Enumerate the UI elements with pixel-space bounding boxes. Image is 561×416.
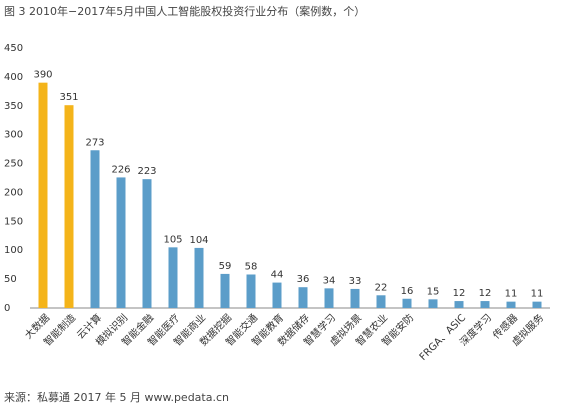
y-tick-label: 150: [4, 216, 23, 227]
y-tick-label: 300: [4, 130, 23, 141]
bar: [142, 179, 152, 308]
y-tick-label: 450: [4, 43, 23, 54]
value-label: 34: [323, 275, 336, 286]
value-label: 390: [33, 70, 52, 81]
bar: [532, 301, 542, 308]
value-label: 36: [297, 274, 310, 285]
bar: [350, 288, 360, 308]
bar: [298, 287, 308, 308]
value-label: 105: [163, 234, 182, 245]
y-tick-label: 350: [4, 101, 23, 112]
bar: [38, 82, 48, 309]
bar: [402, 298, 412, 308]
bar: [376, 295, 386, 308]
value-label: 58: [245, 261, 258, 272]
bar: [428, 299, 438, 308]
value-label: 12: [479, 288, 492, 299]
y-tick-label: 400: [4, 72, 23, 83]
bar: [194, 247, 204, 308]
bar: [90, 150, 100, 308]
source: 来源：私募通 2017 年 5 月 www.pedata.cn: [4, 390, 229, 404]
value-label: 273: [85, 137, 104, 148]
y-tick-label: 200: [4, 187, 23, 198]
bar: [324, 288, 334, 308]
bar: [116, 177, 126, 308]
value-label: 15: [427, 286, 440, 297]
value-label: 11: [505, 289, 518, 300]
y-tick-label: 0: [4, 303, 10, 314]
bar: [480, 301, 490, 308]
value-label: 44: [271, 270, 284, 281]
value-label: 104: [189, 235, 208, 246]
value-label: 59: [219, 261, 232, 272]
bar: [454, 301, 464, 308]
value-label: 22: [375, 282, 388, 293]
value-label: 351: [59, 92, 78, 103]
bar: [64, 105, 74, 308]
value-label: 33: [349, 276, 362, 287]
y-tick-label: 250: [4, 159, 23, 170]
bar: [506, 301, 516, 308]
bar: [168, 247, 178, 308]
chart-title: 图 3 2010年−2017年5月中国人工智能股权投资行业分布（案例数，个）: [4, 4, 365, 18]
value-label: 223: [137, 166, 156, 177]
bar: [272, 282, 282, 308]
y-tick-label: 50: [4, 274, 17, 285]
bar: [246, 274, 256, 308]
value-label: 11: [531, 289, 544, 300]
bar: [220, 273, 230, 308]
value-label: 12: [453, 288, 466, 299]
value-label: 16: [401, 286, 414, 297]
value-label: 226: [111, 164, 130, 175]
y-tick-label: 100: [4, 245, 23, 256]
